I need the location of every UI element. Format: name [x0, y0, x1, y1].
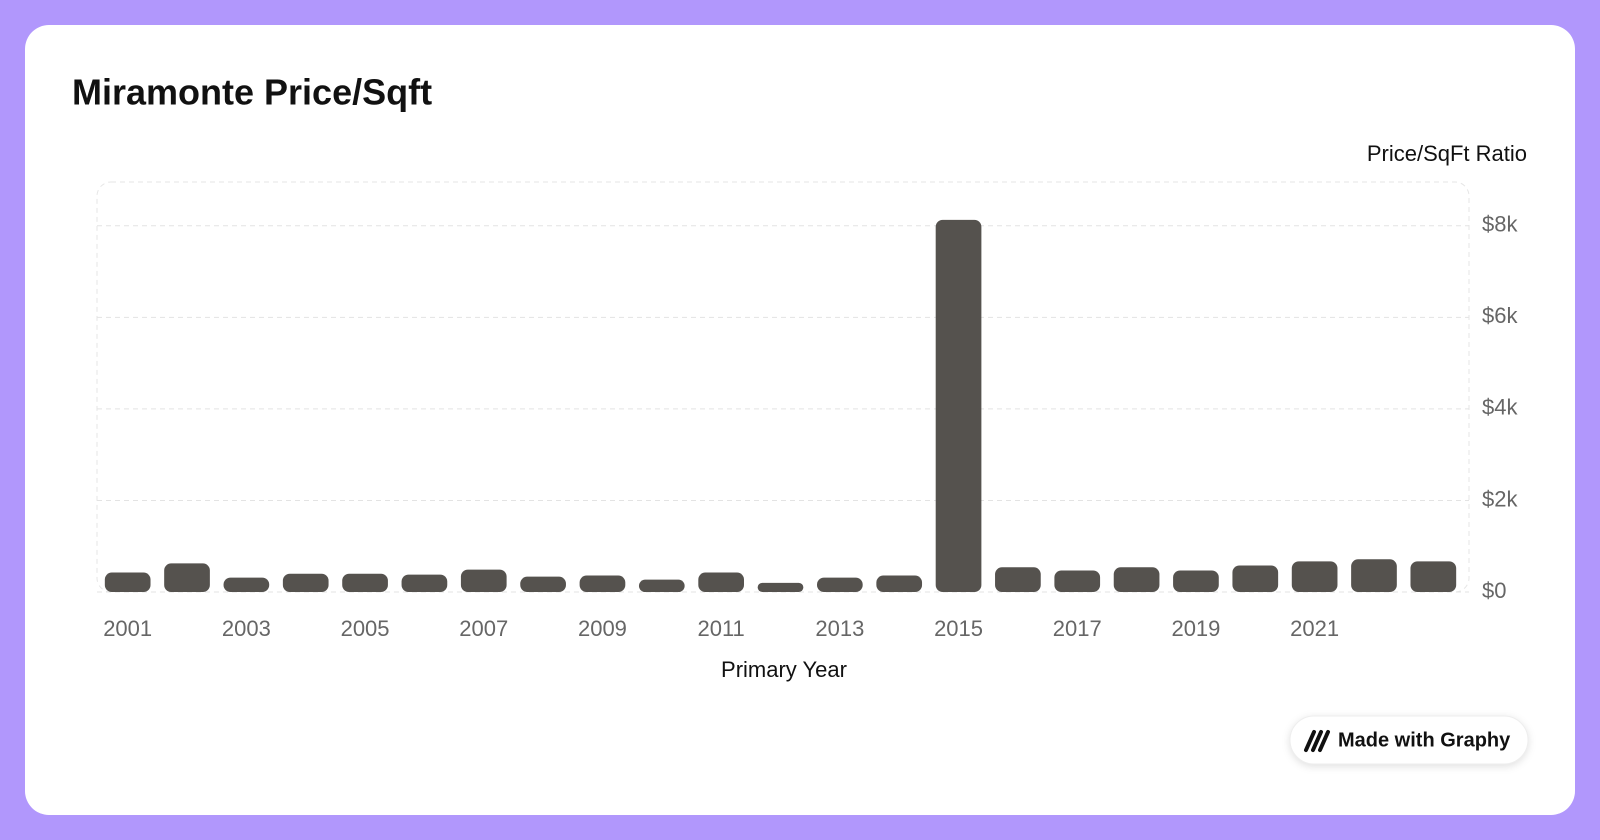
x-axis-title: Primary Year [721, 657, 847, 682]
card [25, 25, 1575, 815]
x-tick-label: 2011 [697, 616, 744, 641]
bar [698, 572, 745, 592]
bar [520, 576, 566, 592]
bar [816, 577, 863, 592]
x-tick-label: 2021 [1290, 616, 1339, 641]
bar [164, 563, 210, 592]
y-tick-label: $2k [1482, 486, 1518, 511]
bar [342, 573, 388, 592]
y-tick-label: $8k [1482, 212, 1518, 237]
badge[interactable]: Made with Graphy [1289, 715, 1529, 765]
bar [1054, 570, 1101, 592]
bar [223, 577, 270, 592]
bar [1410, 561, 1457, 592]
x-tick-label: 2001 [103, 616, 152, 641]
x-tick-label: 2015 [934, 616, 983, 641]
badge-icon [1304, 730, 1330, 752]
badge-background[interactable] [1289, 715, 1529, 765]
bar [401, 574, 448, 592]
bar [935, 219, 982, 592]
bar [1232, 565, 1279, 592]
y-tick-label: $0 [1482, 578, 1506, 603]
x-tick-label: 2009 [578, 616, 627, 641]
bar [1113, 567, 1160, 592]
y-tick-label: $6k [1482, 303, 1518, 328]
bar [282, 573, 329, 592]
bar [104, 572, 151, 592]
bar [1173, 570, 1219, 592]
bar [995, 567, 1041, 592]
x-tick-label: 2007 [459, 616, 508, 641]
plot-frame [96, 181, 1470, 593]
bar [638, 579, 685, 592]
y-axis-title: Price/SqFt Ratio [1367, 141, 1527, 166]
bar [460, 569, 507, 592]
bar [1291, 561, 1338, 592]
x-tick-label: 2019 [1171, 616, 1220, 641]
x-tick-label: 2013 [815, 616, 864, 641]
bar [757, 582, 804, 592]
y-tick-label: $4k [1482, 395, 1518, 420]
bar [1351, 559, 1397, 592]
x-tick-label: 2005 [341, 616, 390, 641]
x-tick-label: 2003 [222, 616, 271, 641]
bar [579, 575, 626, 592]
x-tick-label: 2017 [1053, 616, 1102, 641]
chart-title: Miramonte Price/Sqft [72, 72, 432, 113]
bar [876, 575, 923, 592]
badge-text[interactable]: Made with Graphy [1338, 729, 1511, 751]
